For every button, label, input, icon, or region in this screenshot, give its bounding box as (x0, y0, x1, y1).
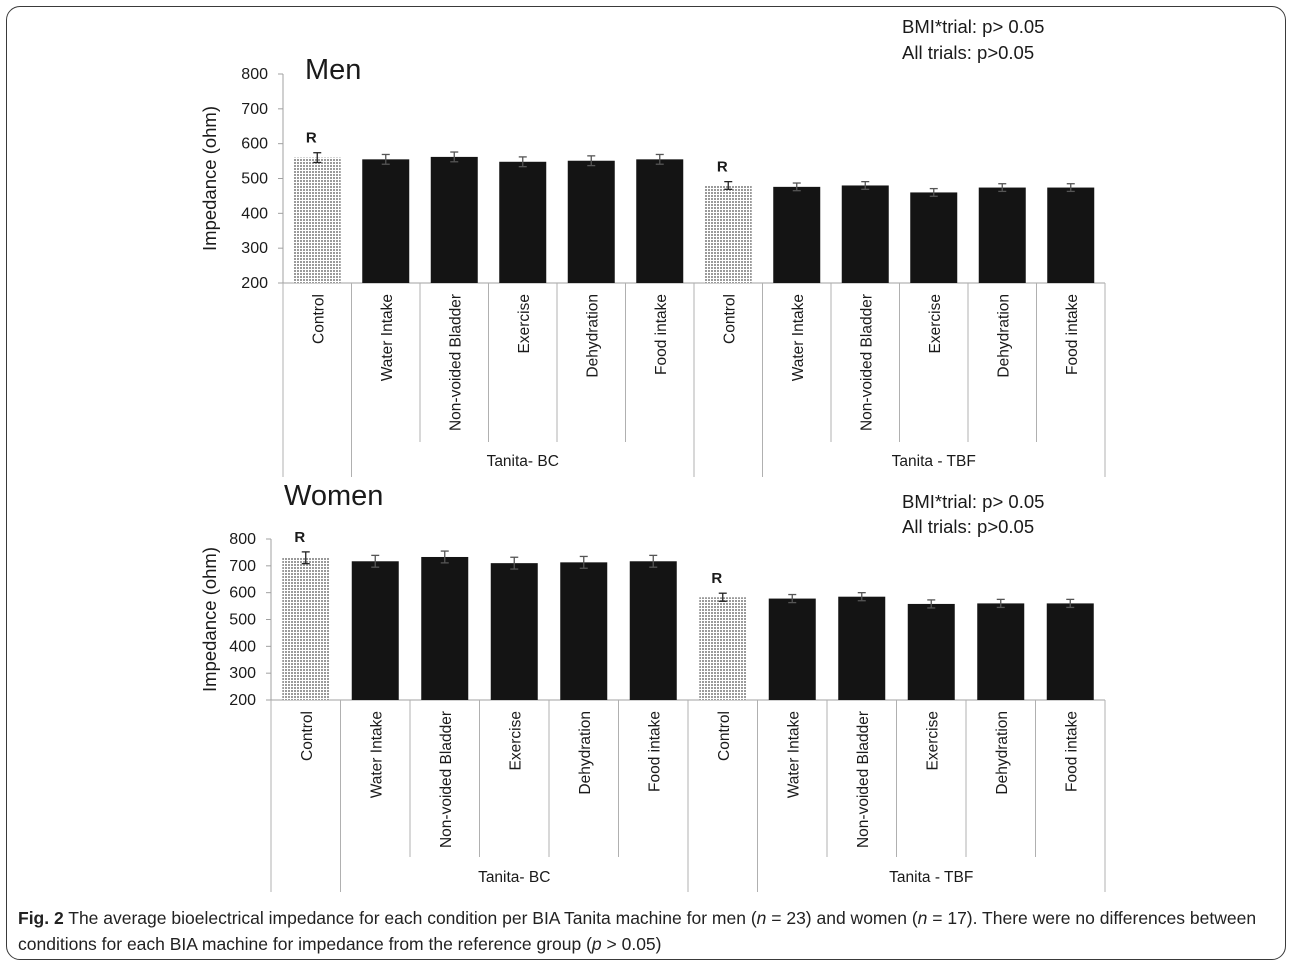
x-tick-label: Dehydration (584, 294, 601, 378)
y-tick-label: 300 (229, 665, 256, 682)
x-tick-label: Non-voided Bladder (855, 711, 872, 848)
x-tick-label: Control (310, 294, 327, 344)
x-tick-label: Dehydration (995, 294, 1012, 378)
y-tick-label: 600 (241, 136, 268, 153)
stat-annotation: All trials: p>0.05 (902, 516, 1034, 537)
x-tick-label: Food intake (1064, 294, 1081, 375)
group-label: Tanita - TBF (892, 453, 976, 470)
stat-annotation: BMI*trial: p> 0.05 (902, 16, 1044, 37)
reference-bar (699, 597, 747, 700)
bar (490, 563, 538, 700)
bar (1047, 187, 1095, 283)
bar (560, 562, 608, 700)
reference-bar (704, 185, 752, 283)
y-tick-label: 700 (229, 558, 256, 575)
bar (910, 192, 958, 283)
chart-title: Women (284, 480, 383, 512)
x-tick-label: Water Intake (368, 711, 385, 798)
bar (351, 561, 399, 700)
bar (977, 603, 1025, 700)
y-tick-label: 200 (229, 692, 256, 709)
caption-run: = 17). There were no differences between… (18, 908, 1257, 954)
bar (362, 159, 410, 283)
x-tick-label: Water Intake (379, 294, 396, 381)
y-tick-label: 700 (241, 101, 268, 118)
caption-text: The average bioelectrical impedance for … (18, 908, 1256, 954)
bar (636, 159, 684, 283)
stat-annotation: BMI*trial: p> 0.05 (902, 491, 1044, 512)
x-tick-label: Control (721, 294, 738, 344)
caption-run: n (756, 908, 767, 928)
x-tick-label: Exercise (507, 711, 524, 770)
y-axis-label: Impedance (ohm) (199, 106, 220, 251)
x-tick-label: Food intake (653, 294, 670, 375)
bar (768, 598, 816, 700)
caption-run: p (591, 934, 602, 954)
caption-run: n (917, 908, 928, 928)
x-tick-label: Exercise (927, 294, 944, 353)
x-tick-label: Food intake (646, 711, 663, 792)
group-label: Tanita- BC (487, 453, 559, 470)
men-chart: Men BMI*trial: p> 0.05 All trials: p>0.05 I… (199, 16, 1106, 477)
reference-marker: R (294, 529, 305, 546)
y-tick-label: 400 (241, 205, 268, 222)
y-tick-label: 800 (241, 66, 268, 83)
figure-caption: Fig. 2 The average bioelectrical impedan… (18, 905, 1268, 957)
bar (838, 596, 886, 700)
y-tick-label: 300 (241, 240, 268, 257)
stat-annotation: All trials: p>0.05 (902, 42, 1034, 63)
x-tick-label: Water Intake (790, 294, 807, 381)
x-tick-label: Non-voided Bladder (858, 294, 875, 431)
bar (773, 186, 821, 283)
bar (430, 156, 478, 283)
x-tick-label: Control (716, 711, 733, 761)
x-tick-label: Water Intake (785, 711, 802, 798)
bar (841, 185, 889, 283)
y-tick-label: 800 (229, 531, 256, 548)
caption-run: The average bioelectrical impedance for … (63, 908, 757, 928)
caption-label: Fig. 2 (18, 908, 64, 928)
y-tick-label: 500 (229, 612, 256, 629)
bar (567, 160, 615, 283)
women-chart: Women BMI*trial: p> 0.05 All trials: p>0.0… (199, 480, 1106, 892)
x-tick-label: Non-voided Bladder (447, 294, 464, 431)
bar (629, 561, 677, 700)
bar (907, 603, 955, 700)
reference-marker: R (717, 159, 728, 176)
caption-run: > 0.05) (601, 934, 662, 954)
reference-marker: R (306, 130, 317, 147)
x-tick-label: Exercise (924, 711, 941, 770)
y-tick-label: 500 (241, 171, 268, 188)
bar (499, 161, 547, 283)
group-label: Tanita- BC (478, 869, 550, 886)
x-tick-label: Dehydration (994, 711, 1011, 795)
x-tick-label: Dehydration (577, 711, 594, 795)
reference-bar (293, 157, 341, 283)
bar (978, 187, 1026, 283)
chart-title: Men (305, 54, 361, 86)
y-tick-label: 400 (229, 638, 256, 655)
x-tick-label: Non-voided Bladder (438, 711, 455, 848)
y-tick-label: 200 (241, 275, 268, 292)
x-tick-label: Food intake (1063, 711, 1080, 792)
group-label: Tanita - TBF (889, 869, 973, 886)
x-tick-label: Control (299, 711, 316, 761)
reference-bar (282, 557, 330, 700)
caption-run: = 23) and women ( (766, 908, 918, 928)
reference-marker: R (711, 570, 722, 587)
x-tick-label: Exercise (516, 294, 533, 353)
y-axis-label: Impedance (ohm) (199, 547, 220, 692)
bar (421, 556, 469, 700)
bar (1046, 603, 1094, 700)
y-tick-label: 600 (229, 585, 256, 602)
